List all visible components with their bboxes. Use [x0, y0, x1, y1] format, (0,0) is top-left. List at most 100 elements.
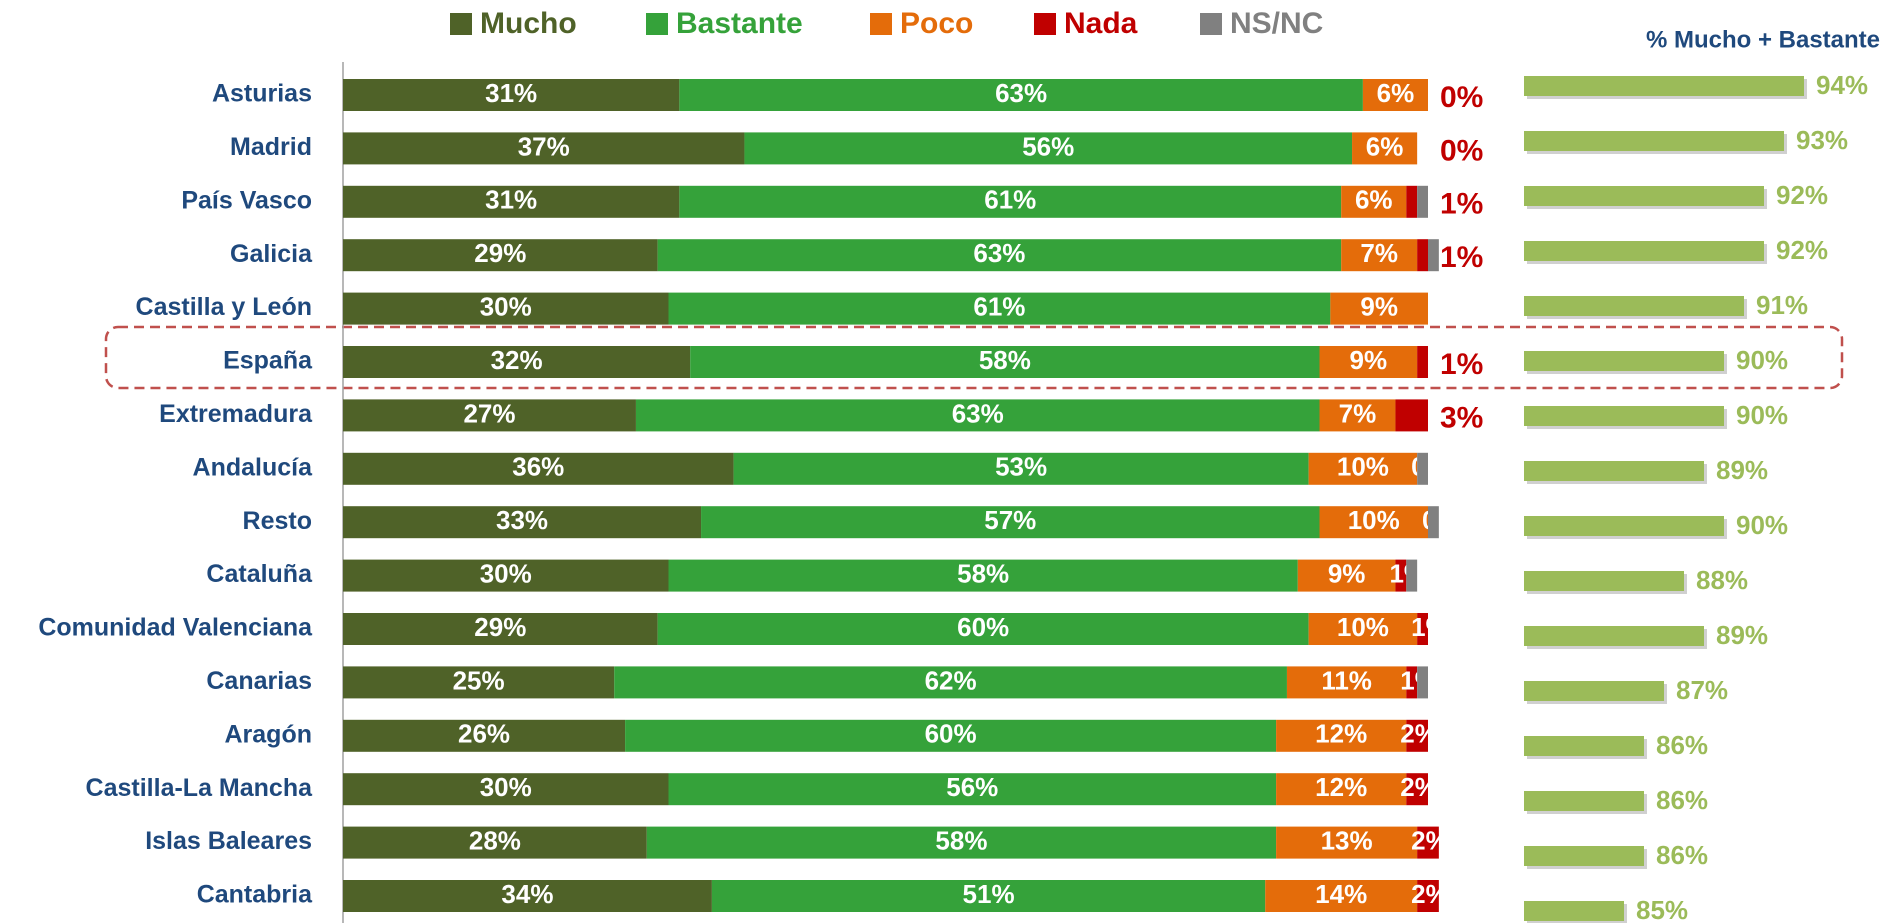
data-label: 90%	[1736, 510, 1788, 540]
bar-segment	[343, 613, 658, 645]
bar	[1524, 241, 1764, 261]
bar	[1524, 296, 1744, 316]
category-label: Galicia	[230, 240, 313, 268]
data-label: 53%	[995, 452, 1047, 482]
data-label: 7%	[1339, 398, 1377, 428]
data-label: 12%	[1315, 719, 1367, 749]
data-label: 6%	[1355, 185, 1393, 215]
data-label: 89%	[1716, 620, 1768, 650]
bar-segment	[1319, 506, 1428, 539]
bar-segment	[343, 452, 734, 485]
data-label: 25%	[453, 665, 505, 695]
bar-segment	[1297, 559, 1396, 592]
data-label: 10%	[1337, 452, 1389, 482]
data-label: 14%	[1315, 879, 1367, 909]
data-label: 0%	[1440, 134, 1483, 167]
data-label: 26%	[458, 719, 510, 749]
bar	[1524, 626, 1704, 646]
category-label: Canarias	[206, 667, 312, 695]
bar-segment	[1406, 185, 1418, 218]
data-label: 34%	[501, 879, 553, 909]
bar	[1524, 736, 1644, 756]
category-label: Comunidad Valenciana	[38, 614, 313, 642]
bar-segment	[343, 719, 626, 752]
bar-segment	[343, 880, 712, 912]
bar-segment	[1341, 239, 1418, 272]
bar	[1524, 186, 1764, 206]
data-label: 63%	[973, 238, 1025, 268]
data-label: 9%	[1350, 345, 1388, 375]
legend-label: NS/NC	[1230, 7, 1323, 40]
legend-label: Mucho	[480, 7, 577, 40]
bar-segment	[635, 399, 1320, 432]
category-label: España	[223, 347, 313, 375]
bar-segment	[744, 132, 1353, 165]
legend-swatch	[450, 13, 472, 35]
bar-segment	[614, 666, 1287, 699]
bar	[1524, 516, 1724, 536]
data-label: 2%	[1400, 772, 1438, 802]
bar-segment	[343, 79, 680, 111]
data-label: 57%	[984, 505, 1036, 535]
data-label: 30%	[480, 772, 532, 802]
bar-segment	[668, 292, 1331, 325]
data-label: 7%	[1360, 238, 1398, 268]
data-label: 2%	[1400, 719, 1438, 749]
bar-segment	[1417, 239, 1428, 272]
bar-segment	[1417, 666, 1428, 699]
bar-segment	[1428, 506, 1439, 539]
bar-segment	[1406, 666, 1418, 699]
data-label: 86%	[1656, 785, 1708, 815]
bar-segment	[679, 79, 1363, 111]
category-label: País Vasco	[181, 186, 312, 214]
bar-segment	[1417, 452, 1428, 485]
bar-segment	[646, 826, 1277, 859]
bar-segment	[690, 346, 1320, 378]
bar	[1524, 846, 1644, 866]
data-label: 90%	[1736, 400, 1788, 430]
data-label: 6%	[1366, 131, 1404, 161]
bar-segment	[1308, 452, 1418, 485]
data-label: 51%	[963, 879, 1015, 909]
data-label: 36%	[512, 452, 564, 482]
data-label: 86%	[1656, 730, 1708, 760]
data-label: 1%	[1411, 612, 1449, 642]
data-label: 9%	[1360, 291, 1398, 321]
side-chart-title: % Mucho + Bastante	[1646, 26, 1880, 53]
category-label: Asturias	[212, 80, 312, 108]
bar-segment	[343, 826, 647, 859]
category-label: Cantabria	[197, 881, 313, 909]
bar-segment	[1417, 613, 1428, 645]
bar	[1524, 681, 1664, 701]
data-label: 63%	[995, 78, 1047, 108]
bar-segment	[1308, 613, 1418, 645]
data-label: 94%	[1816, 70, 1868, 100]
data-label: 12%	[1315, 772, 1367, 802]
bar-segment	[1417, 880, 1439, 912]
bar-segment	[679, 185, 1342, 218]
bar-segment	[657, 613, 1309, 645]
category-label: Andalucía	[193, 453, 314, 481]
category-label: Extremadura	[159, 400, 313, 428]
bar-segment	[343, 399, 636, 432]
legend-swatch	[870, 13, 892, 35]
category-label: Aragón	[225, 720, 313, 748]
data-label: 63%	[952, 398, 1004, 428]
bar	[1524, 571, 1684, 591]
data-label: 29%	[474, 238, 526, 268]
data-label: 2%	[1411, 879, 1449, 909]
bar-segment	[1341, 185, 1407, 218]
bar-segment	[1276, 773, 1407, 806]
category-label: Castilla-La Mancha	[86, 774, 314, 802]
data-label: 58%	[979, 345, 1031, 375]
bar	[1524, 131, 1784, 151]
data-label: 88%	[1696, 565, 1748, 595]
data-label: 87%	[1676, 675, 1728, 705]
bar-segment	[1362, 79, 1428, 111]
data-label: 13%	[1321, 825, 1373, 855]
data-label: 61%	[973, 291, 1025, 321]
bar-segment	[343, 132, 745, 165]
bar-segment	[343, 773, 669, 806]
legend-swatch	[1034, 13, 1056, 35]
